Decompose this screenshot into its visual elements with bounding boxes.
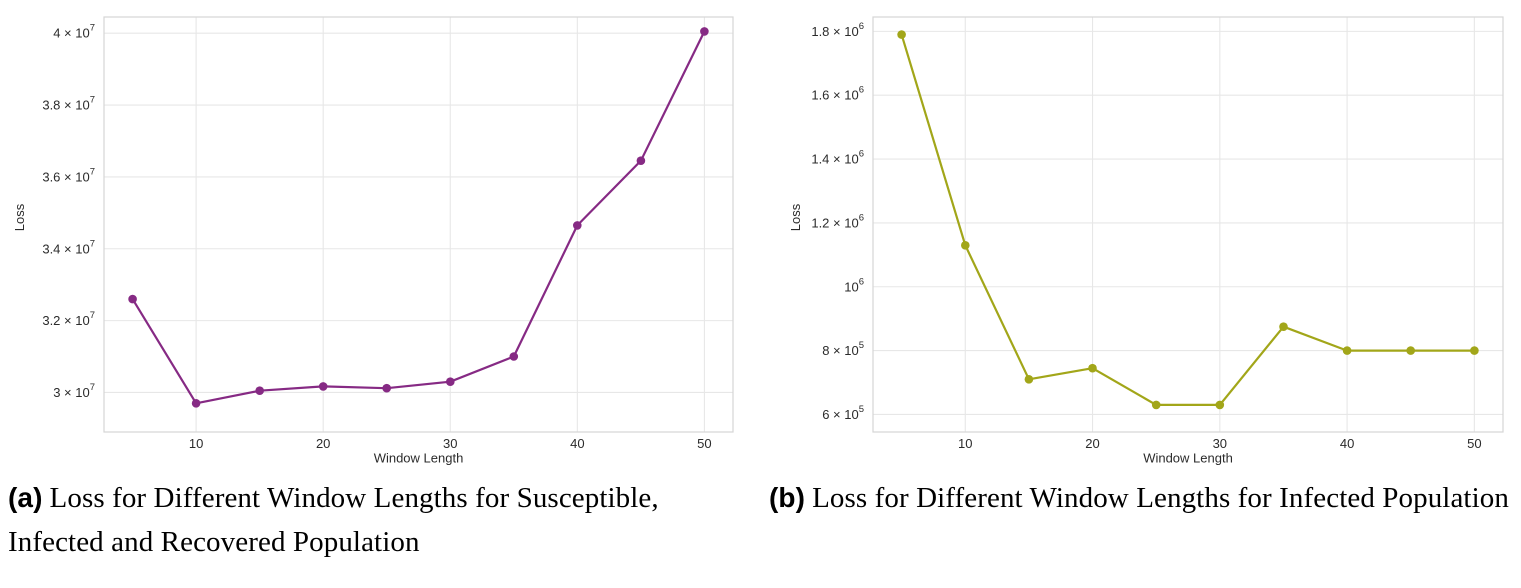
data-point bbox=[897, 30, 906, 39]
data-point bbox=[1406, 346, 1415, 355]
plot-frame bbox=[872, 16, 1504, 433]
loss-line bbox=[900, 34, 1475, 406]
chart-a-loss-sir: 3 × 107 3.2 × 107 3.4 × 107 3.6 × 107 3.8 × … bbox=[12, 16, 734, 466]
chart-b-loss-infected: 6 × 105 8 × 105 106 1.2 × 106 1.4 × 106 1.6 ×… bbox=[788, 16, 1504, 466]
x-tick-label: 30 bbox=[1213, 436, 1227, 451]
y-tick-label: 1.8 × 106 bbox=[811, 21, 864, 39]
x-tick-label: 20 bbox=[316, 436, 330, 451]
caption-a-text: Loss for Different Window Lengths for Su… bbox=[8, 482, 659, 558]
data-point bbox=[573, 221, 582, 230]
x-axis-label: Window Length bbox=[374, 451, 464, 466]
data-point bbox=[1470, 346, 1479, 355]
x-tick-label: 50 bbox=[1467, 436, 1481, 451]
y-tick-label: 106 bbox=[844, 276, 864, 294]
data-point bbox=[1024, 375, 1034, 384]
data-point bbox=[191, 399, 201, 408]
data-point bbox=[446, 377, 455, 387]
data-point bbox=[382, 383, 392, 393]
data-point bbox=[1088, 363, 1097, 373]
data-point bbox=[961, 241, 970, 250]
data-point bbox=[1151, 400, 1161, 410]
caption-b: (b) Loss for Different Window Lengths for… bbox=[769, 477, 1511, 521]
x-tick-label: 50 bbox=[697, 436, 711, 451]
data-point bbox=[1279, 322, 1288, 332]
x-tick-label: 10 bbox=[958, 436, 972, 451]
data-point bbox=[318, 382, 328, 391]
data-point bbox=[636, 156, 646, 165]
y-tick-label: 6 × 105 bbox=[822, 404, 864, 422]
caption-a-marker: (a) bbox=[8, 482, 43, 513]
y-tick-label: 3.8 × 107 bbox=[42, 95, 95, 113]
x-tick-label: 40 bbox=[570, 436, 584, 451]
y-tick-label: 3.4 × 107 bbox=[42, 238, 95, 256]
data-point bbox=[128, 294, 137, 304]
x-tick-label: 40 bbox=[1340, 436, 1354, 451]
plot-frame bbox=[103, 16, 734, 433]
loss-line bbox=[131, 30, 706, 405]
x-tick-label: 30 bbox=[443, 436, 457, 451]
y-tick-label: 1.2 × 106 bbox=[811, 212, 864, 230]
data-point bbox=[1215, 400, 1225, 410]
y-tick-label: 3.6 × 107 bbox=[42, 166, 95, 184]
x-tick-label: 20 bbox=[1085, 436, 1099, 451]
data-point bbox=[700, 27, 709, 36]
y-tick-label: 3.2 × 107 bbox=[42, 310, 95, 328]
y-tick-label: 4 × 107 bbox=[53, 23, 95, 41]
caption-b-marker: (b) bbox=[769, 482, 806, 513]
x-tick-label: 10 bbox=[189, 436, 203, 451]
caption-b-text: Loss for Different Window Lengths for In… bbox=[812, 482, 1509, 514]
y-axis-label: Loss bbox=[788, 203, 803, 231]
y-tick-label: 3 × 107 bbox=[53, 382, 95, 400]
y-tick-label: 8 × 105 bbox=[822, 340, 864, 358]
y-tick-label: 1.4 × 106 bbox=[811, 149, 864, 167]
data-point bbox=[1342, 346, 1352, 355]
y-axis-label: Loss bbox=[12, 203, 27, 231]
data-point bbox=[509, 352, 519, 361]
caption-a: (a) Loss for Different Window Lengths for… bbox=[8, 477, 750, 564]
y-tick-label: 1.6 × 106 bbox=[811, 85, 864, 103]
data-point bbox=[255, 386, 264, 396]
x-axis-label: Window Length bbox=[1143, 451, 1233, 466]
